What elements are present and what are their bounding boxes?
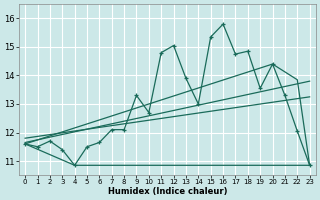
X-axis label: Humidex (Indice chaleur): Humidex (Indice chaleur)	[108, 187, 227, 196]
